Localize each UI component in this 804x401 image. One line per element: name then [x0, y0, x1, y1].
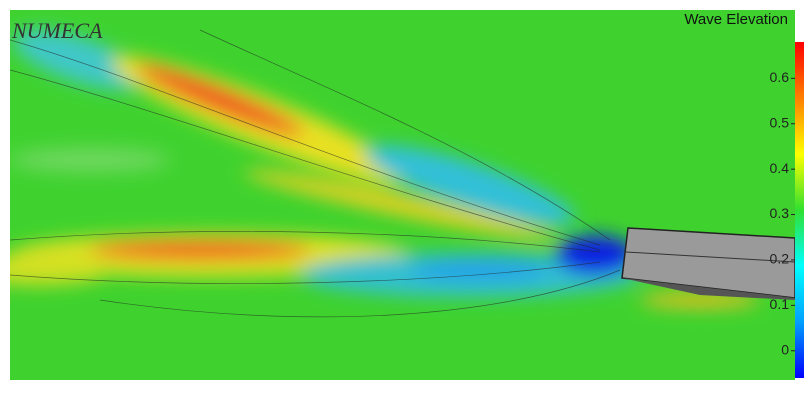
tick-label: 0.5 — [770, 114, 790, 130]
colorbar-title: Wave Elevation — [684, 11, 788, 28]
tick-label: 0.4 — [770, 160, 790, 176]
colorbar — [795, 42, 804, 378]
tick-label: 0 — [781, 341, 789, 357]
tick-label: 0.1 — [770, 296, 790, 312]
watermark: NUMECA — [11, 18, 103, 43]
tick-label: 0.2 — [770, 251, 790, 267]
contour-field — [0, 10, 795, 380]
tick-label: 0.3 — [770, 205, 790, 221]
tick-label: 0.6 — [770, 69, 790, 85]
wave-elevation-view: NUMECA Wave Elevation 0 0.1 0.2 0.3 0.4 0.5 0.… — [0, 0, 804, 401]
